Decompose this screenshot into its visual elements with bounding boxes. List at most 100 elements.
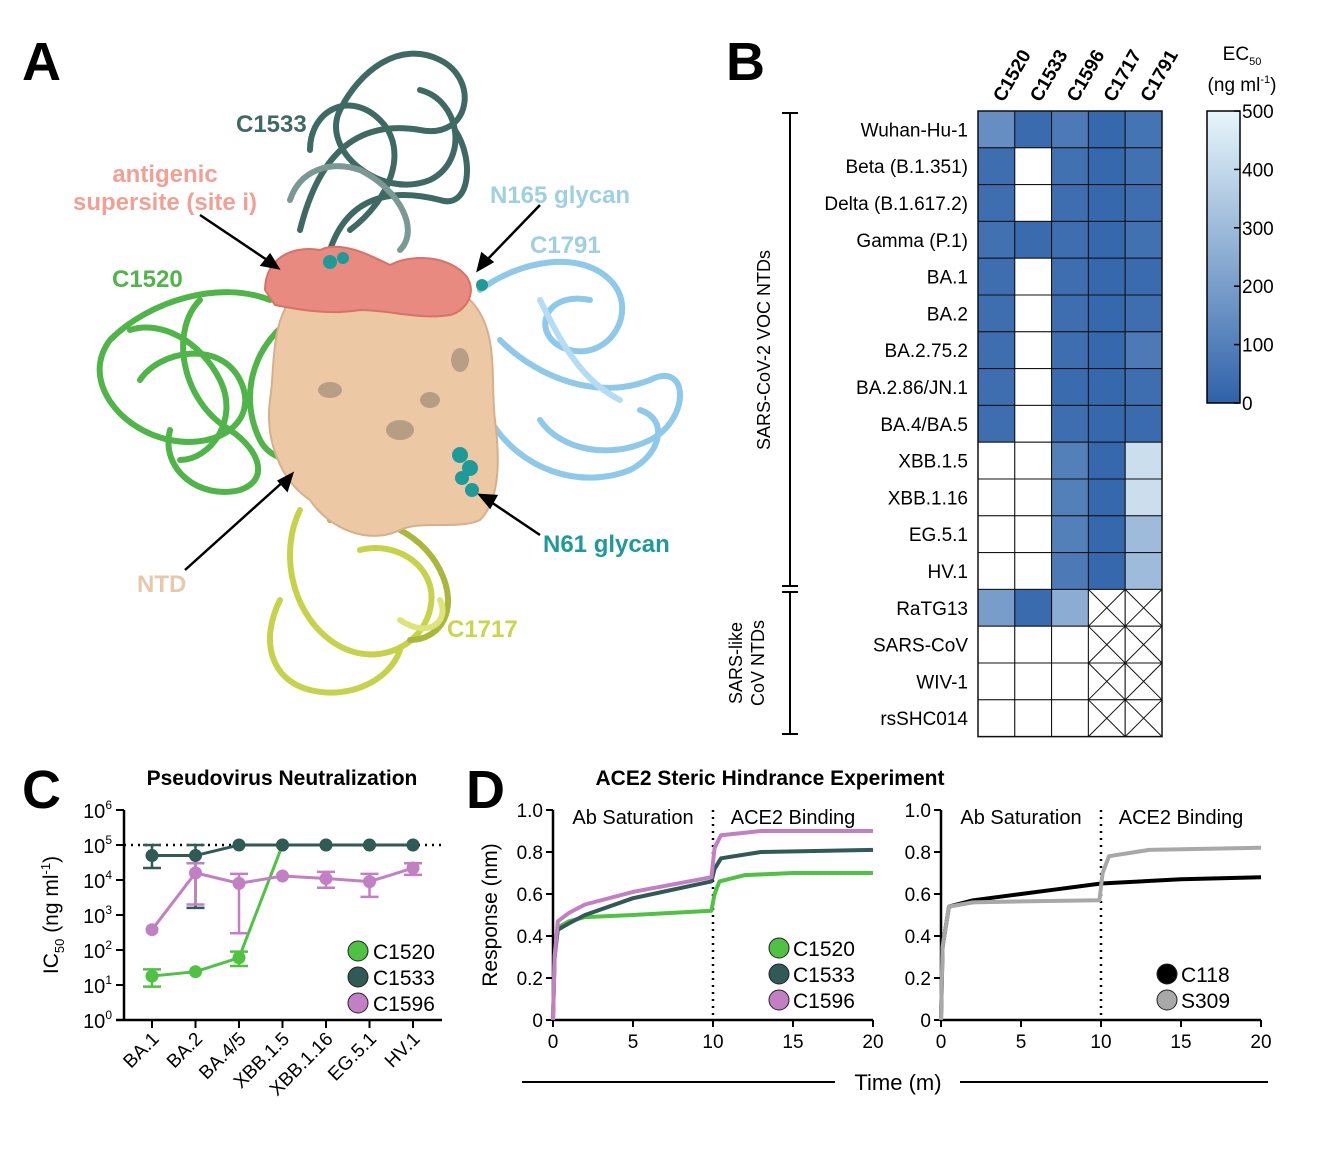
y-tick-label: 105 xyxy=(83,833,112,858)
row-label: BA.1 xyxy=(927,268,968,289)
y-axis-label: Response (nm) xyxy=(479,843,502,987)
heatmap-cell xyxy=(1051,699,1089,738)
heatmap-cell xyxy=(977,184,1016,222)
data-point-C1596 xyxy=(145,923,159,937)
heatmap-cell xyxy=(977,515,1016,554)
c1791-ribbon xyxy=(477,258,683,481)
heatmap-cell xyxy=(1124,404,1163,443)
phase-label-ace2-binding: ACE2 Binding xyxy=(1119,807,1244,829)
heatmap-cell xyxy=(977,368,1016,406)
heatmap-cell xyxy=(1124,441,1163,480)
heatmap-cell xyxy=(1051,552,1089,590)
row-label: XBB.1.16 xyxy=(888,488,968,509)
time-xlabel: Time (m) xyxy=(854,1070,941,1095)
label-ntd: NTD xyxy=(137,571,186,598)
row-label: HV.1 xyxy=(928,562,969,583)
ylabel-sub: 50 xyxy=(52,939,67,953)
heatmap-cell xyxy=(1051,257,1089,296)
neutralization-chart: Pseudovirus Neutralization10010110210310… xyxy=(38,767,442,1100)
ace2-chart-right: 0 0.2 0.4 0.6 0.8 1.0 0 5 10 15 20 Ab Saturation ACE… xyxy=(905,801,1272,1053)
legend-marker-C1596 xyxy=(768,989,790,1011)
y-tick-label: 0 xyxy=(532,1011,543,1032)
not-tested-cross xyxy=(1088,625,1126,664)
ntd-shading xyxy=(318,348,469,440)
heatmap-cell xyxy=(1014,625,1053,664)
group-label-voc: SARS-CoV-2 VOC NTDs xyxy=(754,250,774,450)
y-axis-label: IC50 (ng ml-1) xyxy=(38,856,67,974)
y-tick-base: 10 xyxy=(83,941,105,963)
heatmap-cell xyxy=(1014,441,1053,480)
x-tick-label: 0 xyxy=(936,1032,947,1053)
x-tick-label: EG.5.1 xyxy=(324,1029,381,1086)
row-label: Wuhan-Hu-1 xyxy=(861,120,968,141)
data-point-C1533 xyxy=(145,849,159,863)
colorbar-paren: ) xyxy=(1270,75,1276,96)
colorbar-tick-label: 300 xyxy=(1242,219,1274,240)
legend-label-C1520: C1520 xyxy=(373,941,435,964)
heatmap-cell xyxy=(1051,515,1089,554)
heatmap-cell xyxy=(1087,220,1126,259)
panel-letter-a: A xyxy=(22,32,61,92)
y-tick-exp: 6 xyxy=(105,798,112,812)
data-point-C1520 xyxy=(189,965,202,979)
y-tick-base: 10 xyxy=(83,906,105,928)
heatmap-cell xyxy=(1014,662,1053,701)
y-tick-label: 0 xyxy=(920,1011,931,1032)
series-line-S309 xyxy=(939,845,1262,1021)
label-n165-glycan: N165 glycan xyxy=(490,182,630,209)
x-tick-label: 10 xyxy=(702,1032,723,1053)
not-tested-cross xyxy=(1124,699,1163,737)
heatmap-cell xyxy=(1087,257,1126,296)
heatmap-cell xyxy=(1014,699,1053,738)
y-tick-label: 0.8 xyxy=(517,843,543,864)
x-tick-label: 0 xyxy=(548,1032,559,1053)
y-tick-label: 0.4 xyxy=(517,927,544,948)
ylabel-sup: -1 xyxy=(38,863,53,875)
row-label: WIV-1 xyxy=(916,672,968,693)
heatmap-cell xyxy=(1124,220,1163,259)
heatmap-cell xyxy=(1051,588,1089,627)
ylabel-unit: (ng ml xyxy=(40,874,63,938)
y-tick-label: 0.4 xyxy=(905,927,932,948)
x-tick-label: 10 xyxy=(1090,1032,1111,1053)
row-label: rsSHC014 xyxy=(880,709,968,730)
heatmap-cell xyxy=(1087,147,1126,186)
label-c1717: C1717 xyxy=(447,616,518,643)
column-label-C1791: C1791 xyxy=(1137,46,1183,105)
c1520-ribbon xyxy=(96,289,323,495)
heatmap-cell xyxy=(977,257,1016,296)
heatmap-cell xyxy=(1087,441,1126,480)
x-tick-label: BA.1 xyxy=(120,1029,164,1073)
heatmap-cell xyxy=(1051,625,1089,664)
data-point-C1520 xyxy=(232,951,246,965)
x-tick-label: 20 xyxy=(1250,1032,1271,1053)
x-tick-label: 15 xyxy=(782,1032,803,1053)
legend-marker-C118 xyxy=(1156,963,1178,985)
colorbar-title-line2: (ng ml-1) xyxy=(1208,74,1277,96)
heatmap-cell xyxy=(1087,184,1126,222)
heatmap-cell xyxy=(1124,147,1163,186)
colorbar-tick-label: 100 xyxy=(1242,336,1274,357)
label-c1520: C1520 xyxy=(112,266,183,293)
heatmap-cell xyxy=(1051,368,1089,406)
not-tested-cross xyxy=(1124,662,1163,701)
heatmap-cell xyxy=(1124,294,1163,333)
not-tested-cross xyxy=(1088,589,1126,627)
ylabel-close: ) xyxy=(40,856,63,863)
c1717-ribbon xyxy=(267,507,452,696)
y-tick-exp: 5 xyxy=(105,833,112,847)
legend-label-C1596: C1596 xyxy=(373,993,435,1016)
supersite-surface xyxy=(263,245,472,318)
heatmap-cell xyxy=(977,220,1016,259)
x-tick-label: 5 xyxy=(628,1032,639,1053)
heatmap-cell xyxy=(977,662,1016,701)
heatmap-border xyxy=(977,110,1163,738)
heatmap: C1520C1533C1596C1717C1791Wuhan-Hu-1Beta … xyxy=(824,46,1183,738)
data-point-C1596 xyxy=(276,869,289,883)
heatmap-cell xyxy=(1051,331,1089,370)
y-tick-base: 10 xyxy=(83,1011,105,1033)
heatmap-cell xyxy=(1087,478,1126,517)
heatmap-cell xyxy=(1124,184,1163,222)
time-axis-label: Time (m) xyxy=(522,1070,1268,1095)
y-tick-label: 0.2 xyxy=(517,969,543,990)
